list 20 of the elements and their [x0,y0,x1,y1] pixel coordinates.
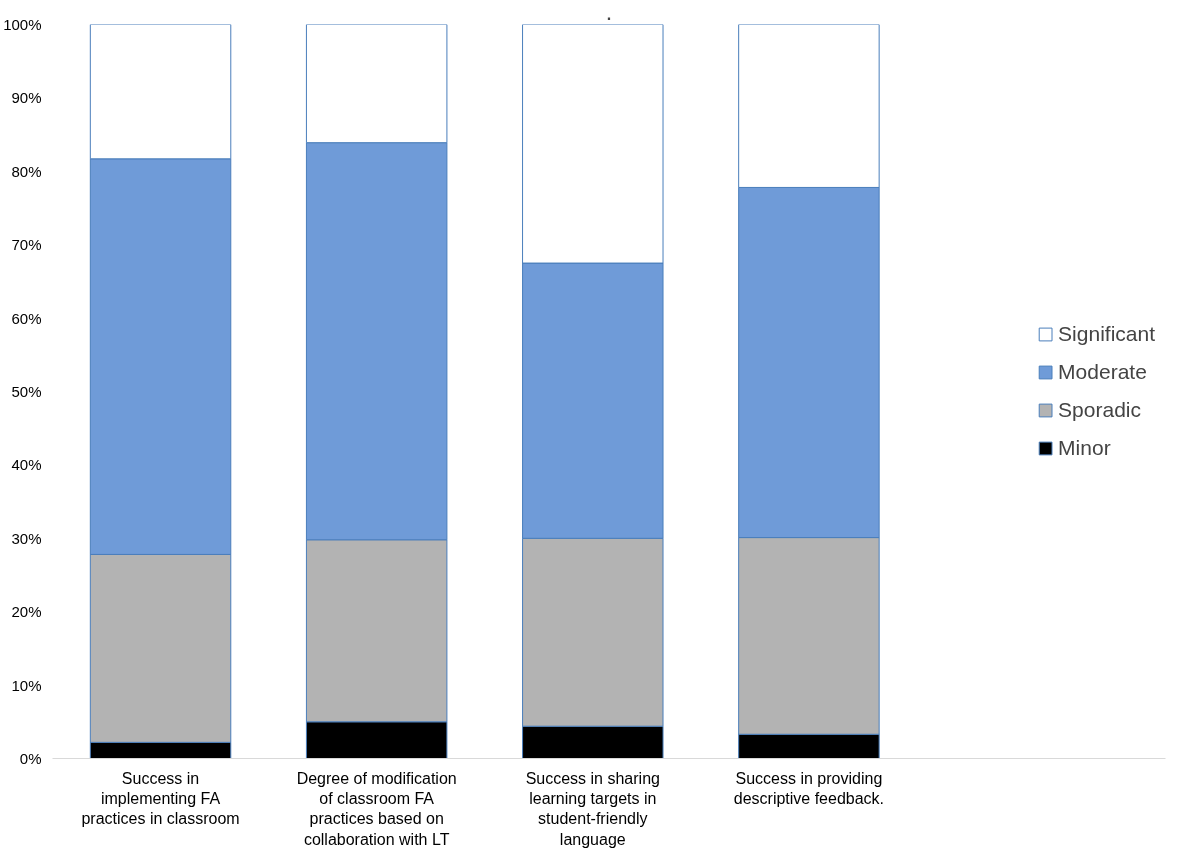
y-tick-label: 40% [11,456,42,474]
y-tick-label: 70% [11,236,42,254]
y-tick-label: 100% [3,16,42,33]
x-tick-label: Degree of modification of classroom FA practices based on collaboration with LT [296,769,457,848]
y-tick-label: 30% [11,529,42,547]
y-tick-label: 50% [11,383,42,400]
y-tick-label: 80% [11,162,42,180]
y-tick-label: 60% [11,309,42,327]
chart-title: . [606,5,612,23]
legend-label: Moderate [1058,360,1147,384]
legend-label: Minor [1058,436,1111,460]
legend-label: Sporadic [1058,398,1141,422]
legend-label: Significant [1058,322,1155,346]
y-tick-label: 10% [11,676,42,694]
y-tick-label: 20% [11,603,42,621]
y-tick-label: 90% [11,89,42,107]
x-tick-label: Success in sharing learning targets in student-friendly language [525,769,660,848]
y-tick-label: 0% [19,750,42,767]
x-tick-label: Success in implementing FA practices in classroom [81,769,240,828]
x-tick-label: Success in providing descriptive feedback. [733,769,885,807]
